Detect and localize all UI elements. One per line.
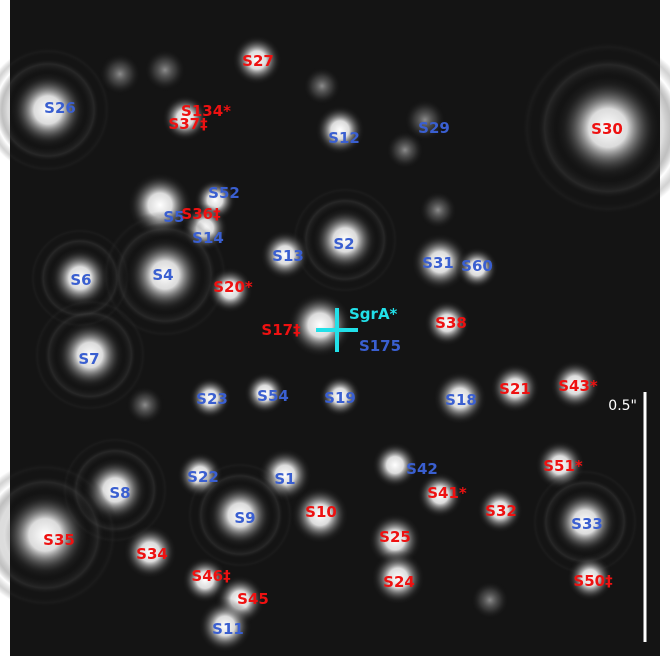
- star-label-s13: S13: [272, 247, 304, 265]
- star-label-s41: S41*: [427, 484, 467, 502]
- star-label-s12: S12: [328, 129, 360, 147]
- star-label-s32: S32: [485, 502, 517, 520]
- star-label-s42: S42: [406, 460, 438, 478]
- sgra-marker: SgrA*: [316, 305, 398, 352]
- stars-layer: [0, 34, 670, 654]
- star-label-s38: S38: [435, 314, 467, 332]
- star-label-s8: S8: [109, 484, 130, 502]
- star-glow: [125, 385, 165, 425]
- star-label-s134: S134*: [181, 102, 231, 120]
- star-label-s1: S1: [274, 470, 295, 488]
- star-label-s7: S7: [78, 350, 99, 368]
- star-glow: [416, 471, 464, 519]
- star-glow: [410, 232, 470, 292]
- star-glow: [551, 488, 619, 556]
- star-label-s22: S22: [187, 468, 219, 486]
- star-label-s51: S51*: [543, 457, 583, 475]
- star-glow: [206, 266, 254, 314]
- star-glow: [476, 486, 524, 534]
- star-glow: [370, 550, 426, 606]
- star-glow: [549, 359, 601, 411]
- star-glow: [243, 371, 287, 415]
- star-label-s37: S37‡: [168, 115, 208, 133]
- scale-bar-label: 0.5": [608, 398, 637, 414]
- star-label-s2: S2: [333, 235, 354, 253]
- star-label-s6: S6: [70, 271, 91, 289]
- star-label-s31: S31: [422, 254, 454, 272]
- star-glow: [318, 374, 362, 418]
- star-label-s21: S21: [499, 380, 531, 398]
- star-glow: [403, 98, 447, 142]
- star-label-s10: S10: [305, 503, 337, 521]
- star-label-s45: S45: [237, 590, 269, 608]
- star-label-s175: S175: [359, 337, 401, 355]
- star-glow: [54, 319, 126, 391]
- star-glow: [423, 299, 471, 347]
- sgra-label: SgrA*: [349, 305, 398, 323]
- star-glow: [553, 73, 663, 183]
- star-label-s19: S19: [324, 389, 356, 407]
- star-glow: [385, 130, 425, 170]
- star-glow: [98, 52, 142, 96]
- star-glow: [48, 246, 112, 310]
- star-label-s27: S27: [242, 52, 274, 70]
- star-label-s26: S26: [44, 99, 76, 117]
- star-label-s20: S20*: [213, 278, 253, 296]
- star-label-s29: S29: [418, 119, 450, 137]
- star-glow: [206, 481, 274, 549]
- star-label-s4: S4: [152, 266, 173, 284]
- star-glow: [122, 524, 178, 580]
- star-glow: [125, 235, 205, 315]
- star-label-s9: S9: [234, 509, 255, 527]
- star-label-s17: S17‡: [261, 321, 301, 339]
- star-glow: [371, 441, 419, 489]
- star-glow: [418, 190, 458, 230]
- star-label-s33: S33: [571, 515, 603, 533]
- star-glow: [259, 229, 311, 281]
- star-label-s46: S46‡: [191, 567, 231, 585]
- star-glow: [197, 598, 253, 654]
- star-label-s35: S35: [43, 531, 75, 549]
- star-glow: [489, 362, 541, 414]
- star-glow: [231, 34, 283, 86]
- star-label-s60: S60: [461, 257, 493, 275]
- star-label-s52: S52: [208, 184, 240, 202]
- star-label-s23: S23: [196, 390, 228, 408]
- star-glow: [0, 489, 91, 581]
- star-label-s24: S24: [383, 573, 415, 591]
- star-label-s30: S30: [591, 120, 623, 138]
- star-label-s5: S5: [163, 208, 184, 226]
- star-label-s25: S25: [379, 528, 411, 546]
- star-label-s18: S18: [445, 391, 477, 409]
- star-glow: [188, 376, 232, 420]
- star-glow: [311, 206, 379, 274]
- star-glow: [143, 48, 187, 92]
- star-glow: [314, 104, 366, 156]
- star-glow: [302, 66, 342, 106]
- star-label-s34: S34: [136, 545, 168, 563]
- scale-bar: 0.5": [608, 392, 647, 642]
- star-glow: [432, 370, 488, 426]
- star-glow: [290, 485, 350, 545]
- star-label-s54: S54: [257, 387, 289, 405]
- star-label-s36: S36‡: [181, 205, 221, 223]
- star-label-s14: S14: [192, 229, 224, 247]
- star-glow: [470, 580, 510, 620]
- star-glow: [161, 94, 209, 142]
- star-label-s50: S50‡: [573, 572, 613, 590]
- star-glow: [455, 246, 499, 290]
- star-label-s43: S43*: [558, 377, 598, 395]
- star-glow: [566, 554, 614, 602]
- star-label-s11: S11: [212, 620, 244, 638]
- star-glow: [8, 70, 88, 150]
